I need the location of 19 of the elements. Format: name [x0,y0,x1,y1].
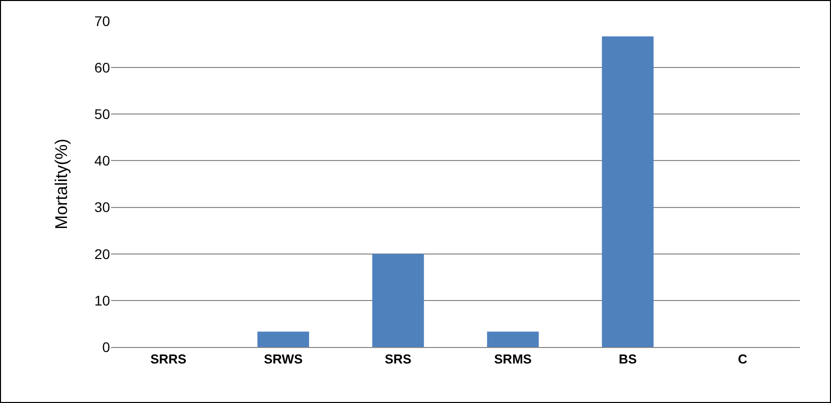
y-tick-label: 60 [94,59,110,76]
y-tick-label: 40 [94,152,110,169]
bar [602,36,654,347]
x-tick-label: C [738,352,748,367]
x-tick-label: SRS [384,352,412,367]
y-tick-label: 70 [94,12,110,29]
y-tick-label: 10 [94,292,110,308]
y-tick-label: 50 [94,106,110,122]
y-tick-label: 20 [94,246,110,262]
bar [487,332,539,347]
x-tick-label: SRWS [264,352,303,367]
y-axis-title: Mortality(%) [52,138,71,230]
bar [372,254,424,347]
x-tick-label: SRMS [494,352,532,367]
y-tick-label: 0 [102,338,110,355]
y-tick-label: 30 [94,199,110,216]
x-tick-label: SRRS [150,352,187,367]
bar [257,332,310,347]
x-tick-label: BS [618,352,638,367]
